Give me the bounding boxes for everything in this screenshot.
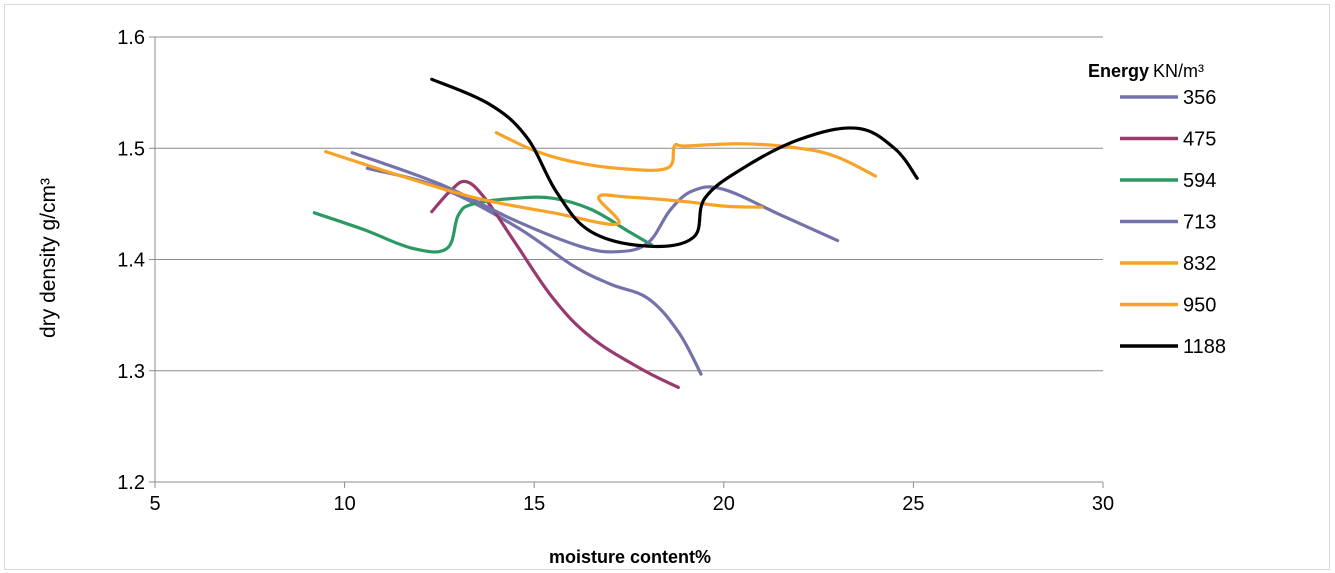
y-tick-label: 1.6 (117, 27, 145, 49)
legend-label-356: 356 (1183, 87, 1216, 109)
legend-label-950: 950 (1183, 295, 1216, 317)
y-tick-label: 1.4 (117, 250, 145, 272)
x-tick-label: 30 (1092, 493, 1114, 515)
axis-layer: 1.2 1.3 1.4 1.5 1.6 5 10 15 20 25 30 (117, 27, 1114, 515)
x-tick-label: 20 (713, 493, 735, 515)
legend-label-713: 713 (1183, 212, 1216, 234)
x-tick-label: 25 (902, 493, 924, 515)
legend-title-bold: Energy (1088, 61, 1149, 81)
grid-layer (155, 36, 1103, 483)
series-layer (312, 77, 919, 389)
x-axis-label: moisture content% (549, 547, 711, 567)
series-line-475 (430, 179, 680, 389)
chart-frame (4, 4, 1330, 570)
legend-title: Energy KN/m³ (1088, 61, 1204, 81)
legend-title-unit: KN/m³ (1153, 61, 1204, 81)
y-axis-label: dry density g/cm³ (37, 178, 60, 338)
legend-label-1188: 1188 (1183, 336, 1226, 358)
x-tick-label: 10 (333, 493, 355, 515)
series-line-713 (350, 151, 840, 254)
series-line-1188 (430, 77, 919, 249)
legend-label-594: 594 (1183, 170, 1216, 192)
legend-label-475: 475 (1183, 129, 1216, 151)
x-tick-label: 5 (149, 493, 160, 515)
y-tick-label: 1.3 (117, 361, 145, 383)
y-tick-label: 1.5 (117, 138, 145, 160)
series-line-950 (494, 131, 878, 178)
series-line-594 (312, 195, 654, 254)
legend-label-832: 832 (1183, 253, 1216, 275)
legend: 356 475 594 713 832 950 1188 (1120, 87, 1226, 358)
y-tick-label: 1.2 (117, 472, 145, 494)
x-tick-label: 15 (523, 493, 545, 515)
